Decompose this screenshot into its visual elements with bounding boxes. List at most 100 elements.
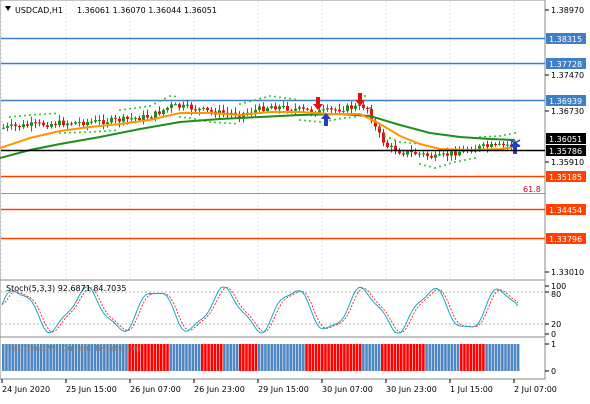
hist-bar-blue	[223, 344, 226, 371]
hist-bar-blue	[36, 344, 40, 371]
time-label-8: 1 Jul 15:00	[449, 379, 493, 394]
sar-dot	[174, 95, 176, 98]
hist-bar-blue	[46, 344, 49, 371]
svg-text:1.38970: 1.38970	[551, 6, 584, 15]
sar-dot	[294, 98, 296, 101]
hist-bar-red	[245, 344, 248, 371]
sar-dot	[364, 95, 366, 97]
sar-dot	[319, 121, 321, 123]
main-price-pane[interactable]: USDCAD,H1 1.36061 1.36070 1.36044 1.3605…	[0, 0, 546, 281]
fast-moving-average	[0, 111, 516, 152]
hist-bar-red	[333, 344, 337, 371]
sar-dot	[149, 105, 151, 107]
sar-dot	[244, 101, 246, 104]
hist-bar-red	[128, 344, 131, 371]
hist-bar-red	[415, 344, 419, 371]
sar-dot	[209, 121, 211, 123]
sar-dot	[469, 158, 471, 160]
hist-bar-blue	[491, 344, 495, 371]
hist-bar-blue	[112, 344, 116, 371]
candle-body	[126, 116, 129, 119]
price-axis[interactable]: 1.38970 1.37470 1.36730 1.35910 1.33010 …	[545, 6, 586, 376]
candle-body	[30, 122, 33, 126]
hist-bar-blue	[17, 344, 21, 371]
candle-body	[78, 121, 81, 123]
candle-body	[62, 120, 65, 126]
candle-body	[402, 153, 405, 155]
hist-bar-blue	[103, 344, 106, 371]
hist-bar-red	[472, 344, 476, 371]
candle-body	[482, 144, 485, 146]
hist-bar-red	[204, 344, 207, 371]
svg-text:1.37728: 1.37728	[549, 60, 582, 69]
hist-bar-blue	[106, 344, 109, 371]
candle-body	[70, 123, 73, 125]
svg-text:80: 80	[551, 290, 561, 299]
hist-bar-blue	[441, 344, 444, 371]
svg-text:25 Jun 15:00: 25 Jun 15:00	[66, 385, 117, 394]
svg-text:1.36939: 1.36939	[549, 97, 582, 106]
candle-body	[426, 153, 429, 157]
candle-body	[182, 104, 185, 108]
candle-body	[58, 120, 61, 126]
hist-bar-blue	[286, 344, 289, 371]
candle-body	[134, 117, 137, 119]
hist-bar-blue	[283, 344, 286, 371]
svg-text:24 Jun 2020: 24 Jun 2020	[2, 385, 50, 394]
hist-bar-blue	[229, 344, 232, 371]
hist-bar-blue	[235, 344, 239, 371]
stochastic-signal-line	[1, 287, 519, 333]
sar-dot	[44, 113, 46, 115]
sar-dot	[234, 122, 236, 125]
sar-dot	[449, 162, 451, 165]
candle-body	[34, 122, 37, 124]
hist-bar-blue	[365, 344, 368, 371]
hist-bar-blue	[510, 344, 514, 371]
sar-dot	[514, 132, 516, 134]
svg-text:1.34454: 1.34454	[549, 206, 582, 215]
sar-dot	[129, 107, 131, 110]
hist-bar-blue	[444, 344, 447, 371]
hist-bar-red	[242, 344, 245, 371]
candle-body	[274, 106, 277, 110]
candle-body	[106, 122, 109, 125]
candle-body	[306, 108, 309, 110]
sar-dot	[249, 100, 251, 103]
slow-moving-average	[0, 112, 516, 159]
stochastic-pane[interactable]: Stoch(5,3,3) 92.6871 84.7035	[0, 279, 546, 338]
hist-bar-red	[317, 344, 321, 371]
svg-text:1.33010: 1.33010	[551, 268, 584, 277]
time-label-5: 29 Jun 15:00	[257, 379, 309, 394]
hist-bar-blue	[39, 344, 43, 371]
hist-bar-blue	[8, 344, 11, 371]
hist-bar-blue	[27, 344, 30, 371]
tick-3: 1.36730	[545, 107, 584, 116]
hist-bar-red	[166, 344, 169, 371]
hist-bar-red	[390, 344, 394, 371]
hist-bar-blue	[362, 344, 365, 371]
hist-bar-red	[305, 344, 308, 371]
candle-body	[490, 144, 493, 147]
sar-dot	[264, 96, 266, 99]
hist-bar-blue	[125, 344, 128, 371]
sar-dot	[144, 105, 146, 108]
triangle-down-icon[interactable]	[5, 6, 11, 11]
candle-body	[50, 123, 53, 127]
candle-body	[114, 117, 117, 119]
sar-dot	[114, 129, 116, 132]
sar-dot	[314, 120, 316, 123]
sar-dot	[434, 167, 436, 169]
arrow-down-icon	[355, 93, 365, 106]
flat-trend-pane[interactable]: Flat Trend V3(Current Timeframe)	[0, 336, 546, 380]
time-axis[interactable]: 24 Jun 2020 25 Jun 15:00 26 Jun 07:00 26…	[1, 379, 557, 394]
stochastic-main-line	[1, 286, 519, 334]
hist-bar-red	[144, 344, 147, 371]
candle-body	[94, 120, 97, 122]
candle-body	[330, 108, 333, 110]
candle-body	[370, 108, 373, 121]
hist-bar-blue	[507, 344, 510, 371]
hist-bar-blue	[178, 344, 182, 371]
sar-dot	[284, 97, 286, 99]
